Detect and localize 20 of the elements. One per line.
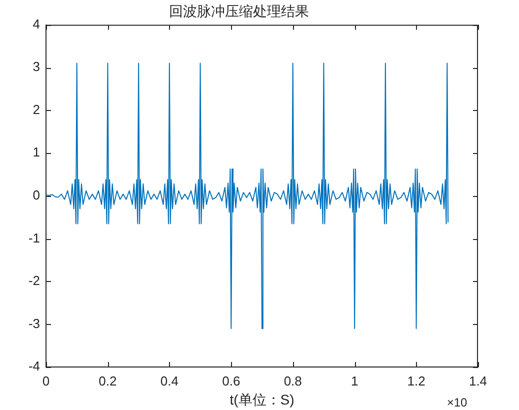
y-tick-label: 3 <box>32 59 40 74</box>
x-tick-label: 0.4 <box>160 373 178 388</box>
y-tick-label: 2 <box>32 102 40 117</box>
chart-title: 回波脉冲压缩处理结果 <box>169 4 309 20</box>
y-tick-label: -4 <box>28 358 40 374</box>
x-tick-label: 0 <box>42 373 50 388</box>
y-tick-label: -3 <box>28 316 40 331</box>
x-tick-label: 1.4 <box>468 373 488 388</box>
x-tick-label: 0.8 <box>284 373 302 388</box>
x-tick-label: 0.2 <box>98 373 117 388</box>
y-tick-label: 1 <box>32 144 40 160</box>
y-tick-label: -2 <box>28 273 40 288</box>
x-tick-label: 0.6 <box>222 373 240 388</box>
y-tick-label: 4 <box>32 16 40 32</box>
x-axis-title: t(单位：S) <box>230 391 294 408</box>
x-tick-label: 1 <box>350 373 358 388</box>
x-tick-label: 1.2 <box>407 373 426 388</box>
y-tick-label: -1 <box>28 230 40 246</box>
text: ×10 <box>446 395 468 410</box>
y-tick-label: 0 <box>32 187 40 202</box>
